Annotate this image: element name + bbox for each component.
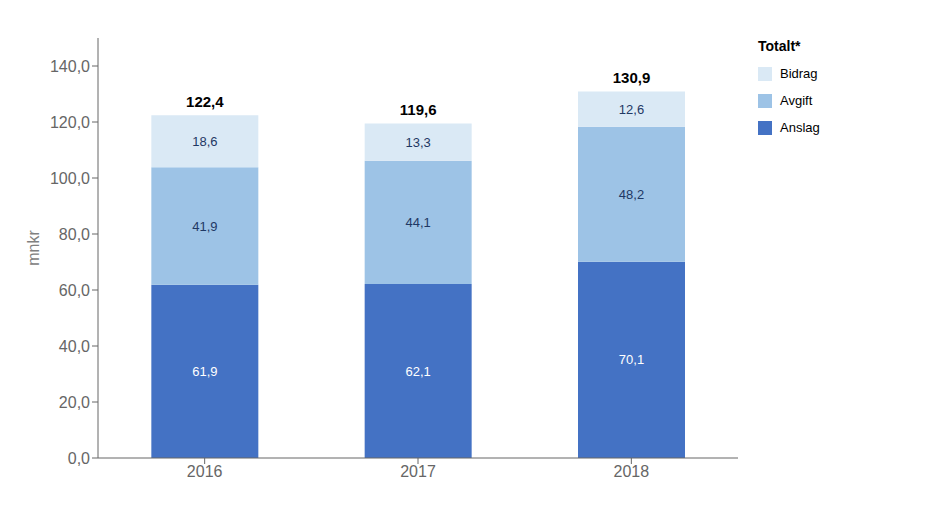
svg-text:40,0: 40,0 bbox=[59, 338, 90, 355]
svg-text:120,0: 120,0 bbox=[50, 114, 90, 131]
svg-text:44,1: 44,1 bbox=[406, 215, 431, 230]
svg-text:80,0: 80,0 bbox=[59, 226, 90, 243]
html-text:Anslag: Anslag bbox=[780, 120, 820, 135]
svg-text:2017: 2017 bbox=[400, 463, 436, 480]
html-text:Totalt*: Totalt* bbox=[758, 38, 801, 54]
svg-text:122,4: 122,4 bbox=[186, 93, 224, 110]
svg-text:140,0: 140,0 bbox=[50, 58, 90, 75]
svg-text:13,3: 13,3 bbox=[406, 135, 431, 150]
svg-text:130,9: 130,9 bbox=[613, 69, 651, 86]
svg-text:18,6: 18,6 bbox=[192, 134, 217, 149]
svg-text:2016: 2016 bbox=[187, 463, 223, 480]
svg-text:2018: 2018 bbox=[614, 463, 650, 480]
svg-text:20,0: 20,0 bbox=[59, 394, 90, 411]
svg-text:60,0: 60,0 bbox=[59, 282, 90, 299]
html-text:Avgift: Avgift bbox=[780, 93, 813, 108]
svg-text:mnkr: mnkr bbox=[25, 230, 42, 266]
svg-text:61,9: 61,9 bbox=[192, 364, 217, 379]
svg-text:48,2: 48,2 bbox=[619, 187, 644, 202]
svg-text:12,6: 12,6 bbox=[619, 102, 644, 117]
svg-text:62,1: 62,1 bbox=[406, 364, 431, 379]
svg-text:0,0: 0,0 bbox=[68, 450, 90, 467]
svg-text:100,0: 100,0 bbox=[50, 170, 90, 187]
svg-text:41,9: 41,9 bbox=[192, 219, 217, 234]
svg-text:119,6: 119,6 bbox=[400, 101, 437, 118]
html-text:Bidrag: Bidrag bbox=[780, 66, 818, 81]
svg-text:70,1: 70,1 bbox=[619, 352, 644, 367]
